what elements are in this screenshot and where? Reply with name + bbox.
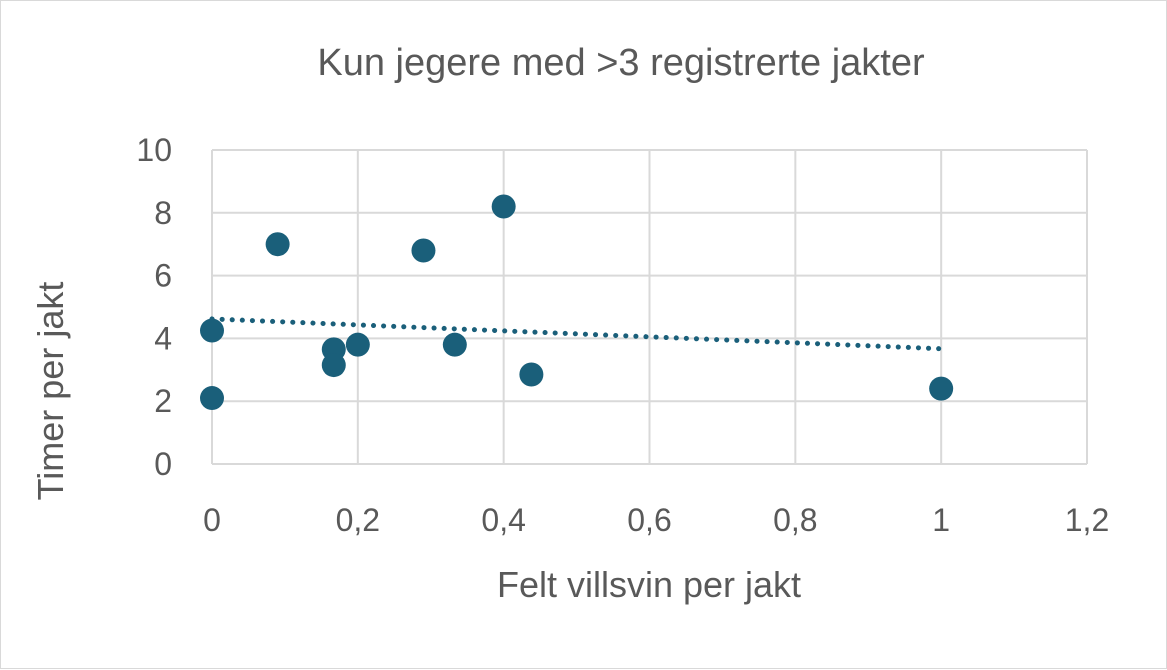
x-tick-labels: 0 0,2 0,4 0,6 0,8 1 1,2 [203,502,1109,538]
y-axis-label: Timer per jakt [30,282,71,501]
chart-title: Kun jegere med >3 registrerte jakter [317,42,925,84]
x-tick-label: 0,6 [627,502,671,538]
y-tick-label: 4 [154,320,172,356]
data-point [345,332,370,357]
y-tick-label: 0 [154,446,172,482]
data-point [411,238,436,263]
y-tick-label: 2 [154,383,172,419]
data-point [442,332,467,357]
x-tick-label: 0,8 [773,502,817,538]
y-tick-label: 8 [154,195,172,231]
data-point [200,386,224,411]
y-tick-labels: 0 2 4 6 8 10 [136,132,172,482]
data-point [929,376,954,401]
data-point [321,353,346,378]
x-tick-label: 0,4 [481,502,525,538]
x-tick-label: 0,2 [336,502,380,538]
trendline-group [209,316,944,352]
x-axis-label: Felt villsvin per jakt [497,564,801,605]
data-point [265,232,290,257]
x-tick-label: 0 [203,502,221,538]
trendline [209,316,944,352]
data-point [519,362,544,387]
x-tick-label: 1 [932,502,950,538]
y-tick-label: 6 [154,258,172,294]
data-point [491,194,516,219]
data-point [200,318,224,343]
grid-lines [211,149,1088,465]
data-points [200,194,954,411]
y-tick-label: 10 [136,132,172,168]
x-tick-label: 1,2 [1065,502,1109,538]
